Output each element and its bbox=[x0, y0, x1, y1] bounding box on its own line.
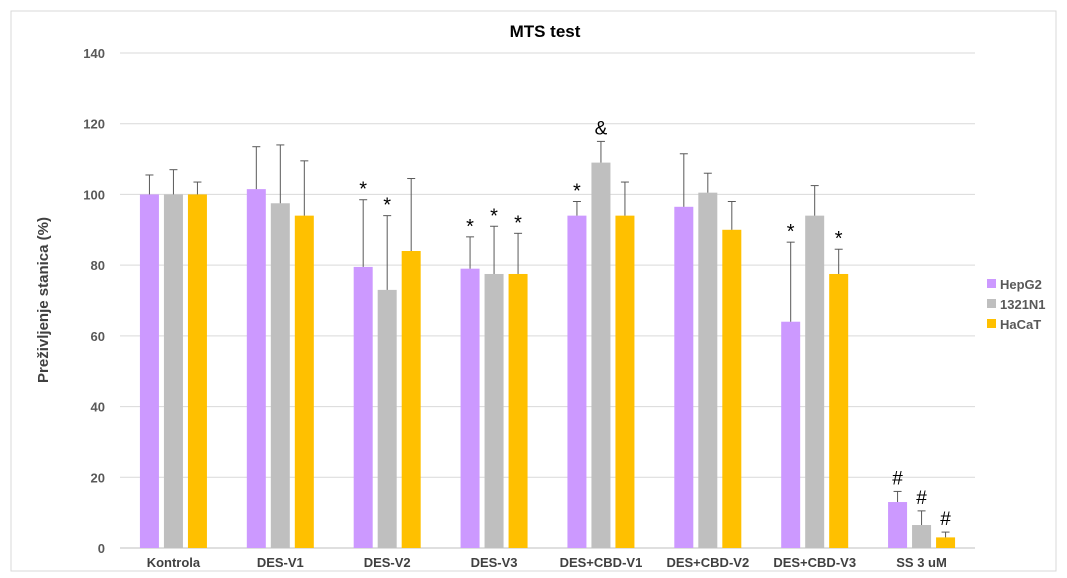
legend: HepG2 1321N1 HaCaT bbox=[987, 277, 1046, 332]
bar-hacat bbox=[829, 273, 849, 548]
significance-marker: * bbox=[787, 221, 795, 243]
y-tick-label: 20 bbox=[91, 470, 105, 485]
bar-hepg2 bbox=[353, 266, 373, 548]
x-tick-label: DES-V2 bbox=[364, 555, 411, 570]
significance-marker: * bbox=[383, 195, 391, 217]
significance-marker: * bbox=[466, 216, 474, 238]
bar-1321n1 bbox=[270, 203, 290, 548]
significance-marker: * bbox=[835, 228, 843, 250]
bar-hepg2 bbox=[139, 194, 159, 548]
legend-swatch bbox=[987, 279, 996, 288]
bar-1321n1 bbox=[163, 194, 183, 548]
significance-marker: # bbox=[892, 468, 903, 489]
y-axis-ticks: 0 20 40 60 80 100 120 140 bbox=[83, 46, 105, 556]
bar-hacat bbox=[722, 229, 742, 549]
bar-1321n1 bbox=[484, 273, 504, 548]
legend-label: HaCaT bbox=[1000, 317, 1041, 332]
error-bars bbox=[145, 140, 950, 538]
y-tick-label: 120 bbox=[83, 117, 105, 132]
bar-hepg2 bbox=[781, 321, 801, 548]
x-tick-label: DES-V1 bbox=[257, 555, 304, 570]
bars bbox=[139, 162, 956, 549]
x-tick-label: SS 3 uM bbox=[896, 555, 947, 570]
legend-swatch bbox=[987, 299, 996, 308]
x-tick-label: DES+CBD-V2 bbox=[666, 555, 749, 570]
y-tick-label: 0 bbox=[98, 541, 105, 556]
y-tick-label: 100 bbox=[83, 187, 105, 202]
chart-title: MTS test bbox=[510, 22, 581, 41]
significance-marker: * bbox=[490, 205, 498, 227]
y-axis-label: Preživljenje stanica (%) bbox=[35, 217, 52, 383]
x-tick-label: DES+CBD-V1 bbox=[560, 555, 643, 570]
significance-marker: * bbox=[573, 181, 581, 203]
y-tick-label: 60 bbox=[91, 329, 105, 344]
significance-markers: * * * * * * & * * # # # bbox=[359, 118, 951, 530]
legend-swatch bbox=[987, 319, 996, 328]
x-tick-label: DES-V3 bbox=[471, 555, 518, 570]
y-tick-label: 80 bbox=[91, 258, 105, 273]
bar-1321n1 bbox=[912, 525, 932, 548]
y-tick-label: 140 bbox=[83, 46, 105, 61]
significance-marker: # bbox=[940, 509, 951, 530]
x-tick-label: DES+CBD-V3 bbox=[773, 555, 856, 570]
bar-hacat bbox=[615, 215, 635, 548]
bar-hepg2 bbox=[246, 189, 266, 548]
bar-1321n1 bbox=[805, 215, 825, 548]
significance-marker: # bbox=[916, 488, 927, 509]
bar-hepg2 bbox=[674, 206, 694, 548]
bar-1321n1 bbox=[698, 192, 718, 549]
x-tick-label: Kontrola bbox=[147, 555, 201, 570]
bar-hacat bbox=[401, 251, 421, 548]
significance-marker: * bbox=[359, 179, 367, 201]
bar-hepg2 bbox=[567, 215, 587, 548]
bar-hacat bbox=[294, 215, 314, 548]
legend-label: 1321N1 bbox=[1000, 297, 1046, 312]
y-tick-label: 40 bbox=[91, 400, 105, 415]
bar-hepg2 bbox=[888, 502, 908, 548]
bar-hacat bbox=[936, 537, 956, 548]
bar-hacat bbox=[508, 273, 528, 548]
bar-hacat bbox=[187, 194, 207, 548]
x-axis-ticks: Kontrola DES-V1 DES-V2 DES-V3 DES+CBD-V1 DES+… bbox=[147, 555, 947, 570]
bar-1321n1 bbox=[377, 289, 397, 548]
legend-label: HepG2 bbox=[1000, 277, 1042, 292]
significance-marker: * bbox=[514, 212, 522, 234]
bar-hepg2 bbox=[460, 268, 480, 548]
bar-1321n1 bbox=[591, 162, 611, 548]
significance-marker: & bbox=[595, 118, 608, 139]
